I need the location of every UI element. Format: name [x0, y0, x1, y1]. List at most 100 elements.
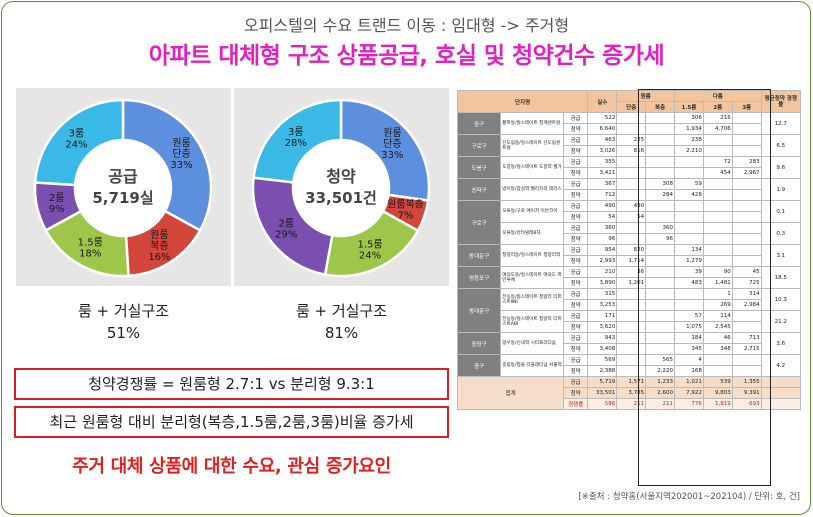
table-cell: 합계: [456, 376, 565, 410]
table-cell: 청약: [563, 189, 589, 201]
donut-slice-label: 원룸복층: [387, 199, 424, 211]
donut-slice-label: 33%: [381, 150, 403, 161]
table-cell: 청약: [563, 299, 589, 311]
table-cell: 2,993: [587, 255, 618, 267]
table-cell: 송파구: [456, 178, 502, 201]
table-cell: 693: [731, 398, 762, 410]
donut-hole: [76, 141, 170, 235]
table-cell: 3,890: [587, 277, 618, 289]
table-cell: 망우동/신내역 시티프라디움: [500, 332, 565, 355]
table-cell: 경쟁률: [563, 398, 589, 410]
table-cell: 210: [587, 266, 618, 278]
table-row: 청약 2,993 1,714 1,279: [458, 255, 801, 267]
table-cell: 211: [645, 398, 676, 410]
conclusion-text: 주거 대체 상품에 대한 수요, 관심 증가요인: [72, 456, 391, 477]
table-cell: 1,819: [702, 398, 733, 410]
donut-slice-label: 원룸: [150, 229, 168, 241]
table-cell: 청약: [563, 123, 589, 135]
donut-center-label: 공급: [108, 167, 138, 186]
table-cell: 355: [587, 156, 618, 168]
donut-slice-label: 3룸: [69, 127, 85, 139]
donut-slice-label: 29%: [275, 229, 297, 240]
table-cell: 522: [587, 112, 618, 124]
supply-caption-line2: 51%: [106, 324, 141, 342]
donut-hole: [294, 141, 388, 235]
table-cell: 954: [587, 244, 618, 256]
table-row: 중랑구 망우동/신내역 시티프라디움 공급 943 184 46 713 3.6: [456, 332, 802, 355]
table-row: 동대문구 전농동/힐스테이트 청량리 더퍼스트ⅡNI 공급 315 1 314 10.3: [456, 288, 802, 333]
table-cell: 오류동/구로 에이지 어반코어: [500, 200, 565, 223]
donut-slice-label: 원룸: [172, 137, 190, 149]
donut-slice-label: 28%: [285, 138, 307, 149]
table-cell: 360: [587, 222, 618, 234]
donut-slice-label: 24%: [65, 139, 87, 150]
subscription-caption: 룸 + 거실구조 81%: [234, 300, 449, 344]
table-cell: 여의도동/힐스테이트 여의도 파인루체: [500, 266, 565, 289]
donut-slice-label: 3룸: [288, 126, 304, 138]
competition-ratio-box: 청약경쟁률 = 원룸형 2.7:1 vs 분리형 9.3:1: [14, 368, 449, 400]
table-cell: 중구: [456, 354, 502, 377]
table-row: 청약 3,620 1,075 2,545: [458, 321, 801, 333]
donut-slice-label: 1.5룸: [78, 237, 103, 249]
table-total-row: 합계 공급 5,719 1,571 1,233 1,021 539 1,355: [456, 376, 802, 410]
table-cell: 367: [587, 178, 618, 190]
table-cell: 공급: [563, 354, 589, 366]
table-cell: 5,719: [587, 376, 618, 388]
table-cell: 전농동/힐스테이트 청량리 더퍼스트ⅡNI: [500, 288, 565, 311]
table-cell: 청량리동/힐스테이트 청량리역: [500, 244, 565, 267]
table-cell: 공급: [563, 376, 589, 388]
table-cell: 96: [587, 233, 618, 245]
donut-slice-label: 33%: [170, 160, 192, 171]
table-cell: 공급: [563, 156, 589, 168]
subscription-caption-line2: 81%: [324, 324, 359, 342]
table-row: 청약 6,640 1,934 4,706: [458, 123, 801, 135]
table-cell: 569: [587, 354, 618, 366]
donut-slice-label: 16%: [148, 252, 170, 263]
supply-donut-panel: 원룸 단층 33% 원룸 복층 16% 1.5룸 18% 2룸 9% 3룸 24% 공급 5,719실: [16, 88, 231, 286]
supply-caption: 룸 + 거실구조 51%: [16, 300, 231, 344]
table-cell: 청약: [563, 233, 589, 245]
source-note: [※출처 : 청약홈(서울지역202001~202104) / 단위: 호, 건…: [578, 492, 800, 502]
table-cell: 공급: [563, 266, 589, 278]
donut-slice: [121, 98, 213, 233]
table-cell: 청약: [563, 387, 589, 399]
table-cell: 청약: [563, 277, 589, 289]
subscription-caption-line1: 룸 + 거실구조: [295, 302, 388, 320]
table-cell: 구로구: [456, 134, 502, 157]
table-cell: 2,388: [587, 365, 618, 377]
table-cell: 712: [587, 189, 618, 201]
slide-title: 아파트 대체형 구조 상품공급, 호실 및 청약건수 증가세: [148, 43, 665, 69]
donut-slice: [33, 98, 125, 187]
table-cell: 공급: [563, 222, 589, 234]
table-cell: 영등포구: [456, 266, 502, 289]
trend-box: 최근 원룸형 대비 분리형(복층,1.5룸,2룸,3룸)비율 증가세: [14, 406, 449, 438]
table-cell: 586: [587, 398, 618, 410]
table-cell: 청약: [563, 167, 589, 179]
table-cell: 463: [587, 134, 618, 146]
donut-center-value: 5,719실: [92, 189, 153, 207]
donut-slice-label: 2룸: [49, 192, 65, 204]
header-loft: 복층: [645, 101, 676, 113]
donut-slice-label: 원룸: [383, 127, 401, 139]
table-row: 송파구 방이동/잠실역 웰리지리 테라스 공급 367 308 59 1.9: [456, 178, 802, 201]
table-cell: 청약: [563, 211, 589, 223]
table-cell: 943: [587, 332, 618, 344]
table-cell: 중림동/청을 더플래티넘 서울역: [500, 354, 565, 377]
table-cell: 776: [674, 398, 704, 410]
donut-slice-label: 7%: [398, 211, 414, 222]
table-row: 청약 3,408 345 348 2,715: [458, 343, 801, 355]
table-cell: 3,026: [587, 145, 618, 157]
slide-subtitle: 오피스텔의 수요 트랜드 이동 : 임대형 -> 주거형: [243, 16, 570, 35]
table-cell: 3,421: [587, 167, 618, 179]
donut-slice-label: 2룸: [279, 217, 295, 229]
table-cell: 오류동/안타빌레8차: [500, 222, 565, 245]
table-cell: 33,501: [587, 387, 618, 399]
table-cell: 청약: [563, 365, 589, 377]
table-cell: 동대문구: [456, 288, 502, 333]
table-cell: 황학동/힐스테이트 청계센트럴: [500, 112, 565, 135]
table-cell: 171: [587, 310, 618, 322]
table-cell: 공급: [563, 244, 589, 256]
